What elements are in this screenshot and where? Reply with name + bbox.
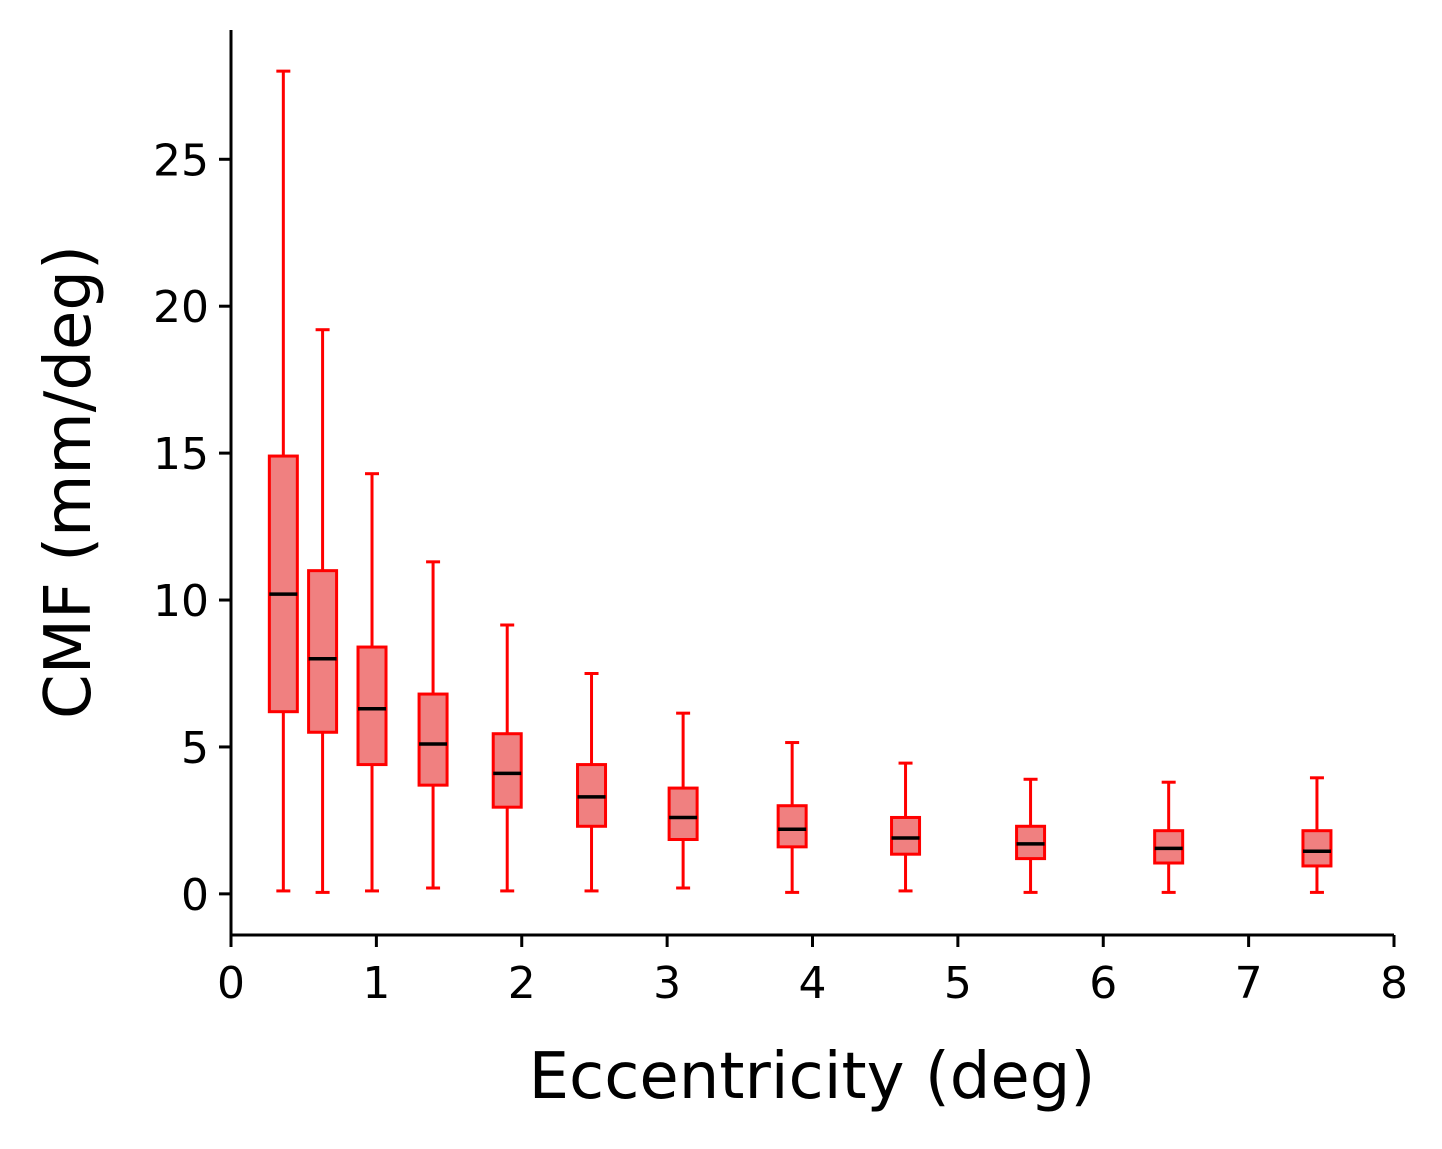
- x-tick-label: 7: [1235, 958, 1263, 1009]
- y-ticks: 0 5 10 15 20 25: [153, 135, 231, 921]
- x-tick-label: 3: [653, 958, 681, 1009]
- x-tick-label: 6: [1089, 958, 1117, 1009]
- box-iqr: [890, 815, 922, 856]
- box-group: [267, 69, 299, 893]
- box-iqr: [356, 645, 388, 767]
- box-group: [890, 761, 922, 893]
- box-iqr: [267, 454, 299, 714]
- axes-layer: 0 1 2 3 4 5 6 7 8 0 5 10 15 20 25: [153, 30, 1408, 1009]
- x-tick-label: 1: [362, 958, 390, 1009]
- box-group: [1015, 777, 1047, 894]
- y-tick-label: 0: [181, 870, 209, 921]
- boxes-layer: [267, 69, 1333, 894]
- y-tick-label: 5: [181, 723, 209, 774]
- x-tick-label: 5: [944, 958, 972, 1009]
- x-tick-label: 4: [799, 958, 827, 1009]
- box-iqr: [491, 732, 523, 809]
- box-group: [417, 560, 449, 890]
- box-iqr: [417, 692, 449, 787]
- x-tick-label: 0: [217, 958, 245, 1009]
- box-group: [776, 741, 808, 894]
- x-tick-label: 8: [1380, 958, 1408, 1009]
- box-group: [667, 711, 699, 890]
- x-tick-label: 2: [508, 958, 536, 1009]
- x-ticks: 0 1 2 3 4 5 6 7 8: [217, 935, 1408, 1009]
- y-axis-title: CMF (mm/deg): [32, 245, 106, 719]
- y-tick-label: 25: [153, 135, 209, 186]
- box-group: [576, 671, 608, 893]
- box-iqr: [776, 804, 808, 849]
- y-tick-label: 15: [153, 429, 209, 480]
- box-iqr: [667, 786, 699, 842]
- box-iqr: [1301, 829, 1333, 868]
- y-tick-label: 10: [153, 576, 209, 627]
- x-axis-title: Eccentricity (deg): [529, 1040, 1096, 1114]
- box-group: [1301, 776, 1333, 894]
- box-group: [491, 623, 523, 893]
- box-iqr: [307, 569, 339, 734]
- box-group: [356, 472, 388, 893]
- box-group: [1153, 780, 1185, 894]
- y-tick-label: 20: [153, 282, 209, 333]
- box-group: [307, 328, 339, 894]
